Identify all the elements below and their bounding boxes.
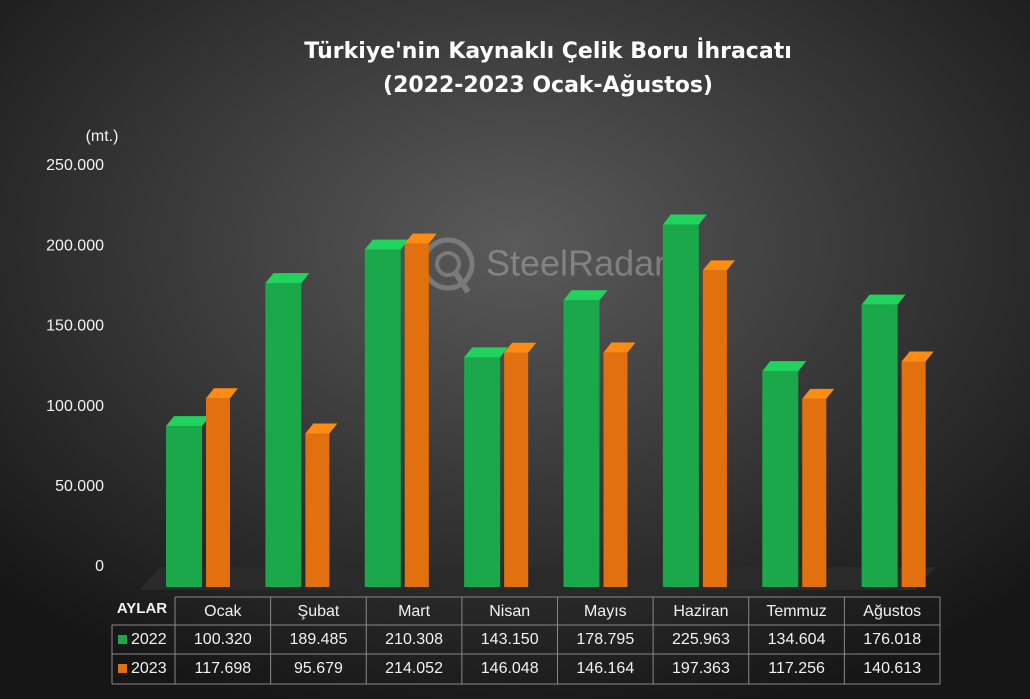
value-label: 134.604 — [768, 631, 826, 648]
x-tick-label: Haziran — [673, 603, 728, 620]
value-label: 225.963 — [672, 631, 730, 648]
bar-top — [404, 233, 437, 244]
bar-front — [265, 283, 302, 587]
value-label: 143.150 — [481, 631, 539, 648]
bar — [166, 416, 210, 587]
value-label: 140.613 — [863, 660, 921, 677]
bar-front — [861, 304, 898, 587]
bar-top — [305, 423, 338, 434]
value-label: 146.164 — [576, 660, 634, 677]
legend-label: 2023 — [131, 660, 167, 677]
bar-top — [364, 239, 409, 250]
bar-top — [901, 351, 934, 362]
chart-subtitle: (2022-2023 Ocak-Ağustos) — [383, 73, 713, 98]
value-label: 95.679 — [294, 660, 343, 677]
bar — [305, 423, 338, 587]
y-tick-label: 250.000 — [46, 157, 104, 174]
bar-top — [762, 361, 807, 372]
bar-front — [305, 433, 330, 587]
floor — [140, 567, 935, 590]
y-tick-label: 150.000 — [46, 318, 104, 335]
bar-front — [464, 357, 501, 587]
bar — [861, 294, 906, 587]
bar-front — [762, 371, 799, 587]
bar-top — [504, 342, 537, 353]
bar — [464, 347, 509, 587]
bar — [504, 342, 537, 587]
value-label: 176.018 — [863, 631, 921, 648]
bar-top — [265, 273, 310, 284]
value-label: 189.485 — [290, 631, 348, 648]
x-tick-label: Temmuz — [766, 603, 826, 620]
bar-front — [802, 398, 827, 587]
value-label: 214.052 — [385, 660, 443, 677]
bar-front — [404, 243, 429, 588]
chart-title: Türkiye'nin Kaynaklı Çelik Boru İhracatı — [304, 38, 792, 64]
bar-front — [662, 224, 699, 587]
value-label: 117.698 — [194, 660, 251, 677]
y-tick-label: 200.000 — [46, 237, 104, 254]
x-tick-label: Şubat — [298, 603, 340, 620]
value-label: 210.308 — [385, 631, 443, 648]
bar-front — [364, 249, 401, 588]
bar-front — [563, 300, 600, 587]
value-label: 100.320 — [194, 631, 252, 648]
bar-front — [901, 361, 926, 587]
x-tick-label: Nisan — [489, 603, 530, 620]
bar-front — [504, 352, 529, 587]
y-tick-label: 50.000 — [55, 478, 104, 495]
bar-top — [861, 294, 906, 305]
bar-front — [166, 426, 202, 587]
bar-front — [206, 398, 230, 587]
bar-top — [603, 342, 636, 353]
bar — [762, 361, 807, 587]
bar — [702, 260, 735, 587]
value-label: 117.256 — [768, 660, 825, 677]
bar-front — [702, 270, 727, 587]
value-label: 146.048 — [481, 660, 539, 677]
x-tick-label: Mart — [398, 603, 431, 620]
bar — [404, 233, 437, 588]
bar — [802, 388, 835, 587]
value-label: 197.363 — [672, 660, 730, 677]
bar — [364, 239, 409, 588]
value-label: 178.795 — [576, 631, 634, 648]
legend-label: 2022 — [131, 631, 167, 648]
x-tick-label: Mayıs — [584, 603, 627, 620]
bar-top — [206, 388, 238, 399]
legend-swatch — [118, 635, 127, 644]
table-header: AYLAR — [117, 600, 167, 617]
bar-front — [603, 352, 628, 587]
y-tick-label: 100.000 — [46, 398, 104, 415]
bar-top — [166, 416, 210, 427]
bar — [603, 342, 636, 587]
bar — [662, 214, 707, 587]
x-tick-label: Ocak — [204, 603, 242, 620]
bar-top — [563, 290, 608, 301]
bar-top — [802, 388, 835, 399]
bar-top — [702, 260, 735, 271]
bar — [901, 351, 934, 587]
y-unit: (mt.) — [86, 128, 119, 145]
y-tick-label: 0 — [95, 558, 104, 575]
bar — [265, 273, 310, 587]
x-tick-label: Ağustos — [863, 603, 921, 620]
watermark-logo: SteelRadar — [421, 237, 666, 294]
bar — [563, 290, 608, 587]
bar-top — [662, 214, 707, 225]
bar — [206, 388, 238, 587]
bar-top — [464, 347, 509, 358]
legend-swatch — [118, 664, 127, 673]
data-table: AYLAR Ocak Şubat Mart Nisan Mayıs Haziran Temmu… — [111, 596, 941, 685]
watermark: SteelRadar — [486, 243, 666, 284]
